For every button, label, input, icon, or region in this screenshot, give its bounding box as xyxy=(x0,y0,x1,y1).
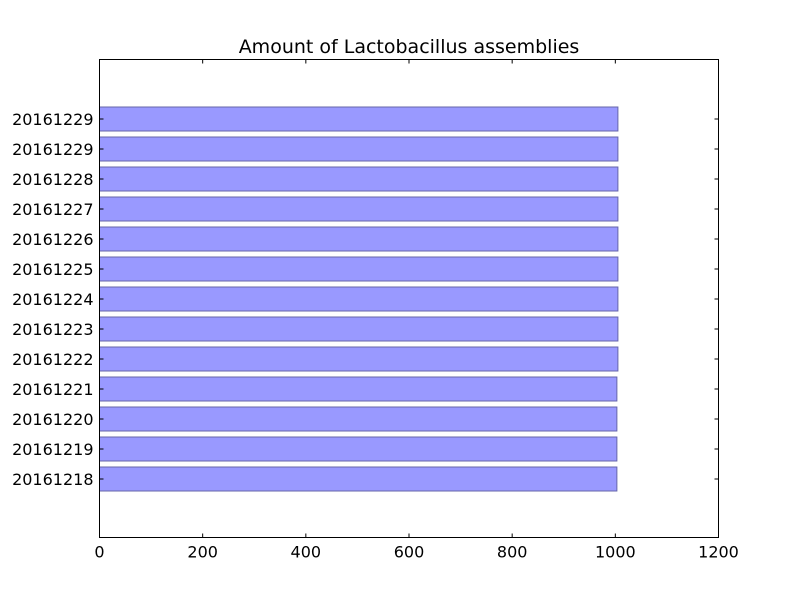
y-tick-label-6: 20161224 xyxy=(12,290,93,309)
y-tick-label-1: 20161219 xyxy=(12,440,93,459)
bar-7 xyxy=(99,256,619,282)
x-tick-label-6: 1200 xyxy=(698,543,739,562)
bar-3 xyxy=(99,376,618,402)
y-tick-label-11: 20161229 xyxy=(12,140,93,159)
y-tick-label-10: 20161228 xyxy=(12,170,93,189)
bar-4 xyxy=(99,346,619,372)
x-tick-label-0: 0 xyxy=(94,543,104,562)
bar-2 xyxy=(99,406,618,432)
y-tick-label-5: 20161223 xyxy=(12,320,93,339)
x-tick-label-1: 200 xyxy=(187,543,218,562)
y-tick-label-7: 20161225 xyxy=(12,260,93,279)
bar-11 xyxy=(99,136,619,162)
x-tick-label-4: 800 xyxy=(497,543,528,562)
plot-frame xyxy=(99,59,719,538)
bar-10 xyxy=(99,166,619,192)
y-tick-label-4: 20161222 xyxy=(12,350,93,369)
y-tick-label-8: 20161226 xyxy=(12,230,93,249)
bars-group xyxy=(99,106,619,492)
y-tick-label-0: 20161218 xyxy=(12,470,93,489)
chart-title: Amount of Lactobacillus assemblies xyxy=(239,36,580,58)
x-tick-label-3: 600 xyxy=(394,543,425,562)
bar-12 xyxy=(99,106,619,132)
x-tick-label-5: 1000 xyxy=(595,543,636,562)
bar-5 xyxy=(99,316,619,342)
bar-6 xyxy=(99,286,619,312)
y-tick-label-2: 20161220 xyxy=(12,410,93,429)
x-tick-label-2: 400 xyxy=(291,543,322,562)
y-axis-ticks: 20161218 20161219 20161220 20161221 20161222… xyxy=(12,110,719,489)
bar-9 xyxy=(99,196,619,222)
y-tick-label-12: 20161229 xyxy=(12,110,93,129)
y-tick-label-3: 20161221 xyxy=(12,380,93,399)
bar-0 xyxy=(99,466,618,492)
bar-1 xyxy=(99,436,618,462)
bar-8 xyxy=(99,226,619,252)
y-tick-label-9: 20161227 xyxy=(12,200,93,219)
x-axis-ticks: 0 200 400 600 800 1000 1200 xyxy=(94,59,739,562)
